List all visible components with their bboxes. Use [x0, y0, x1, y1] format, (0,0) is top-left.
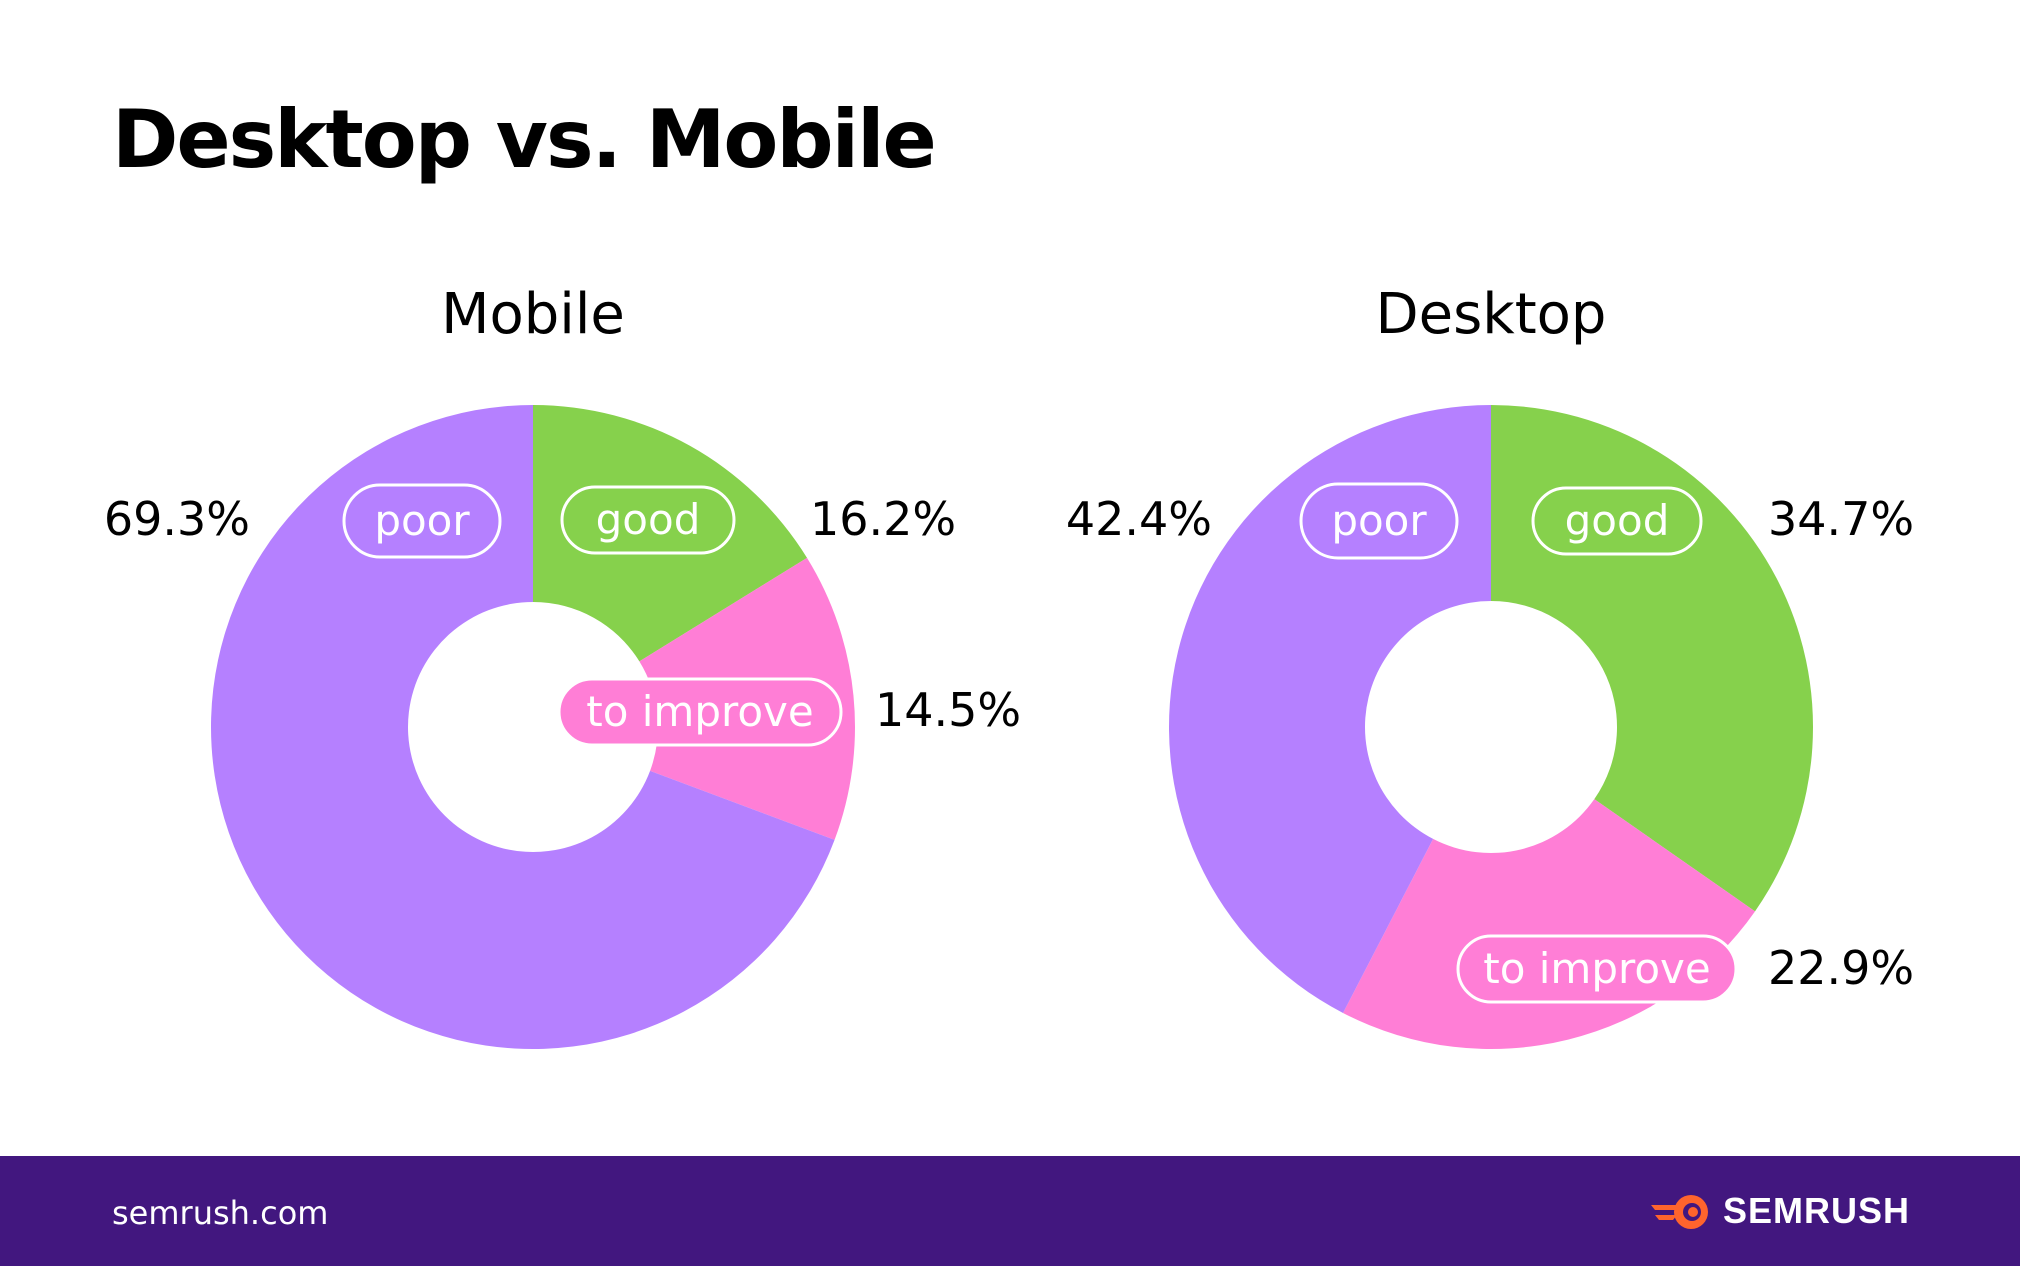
- footer-url[interactable]: semrush.com: [112, 1194, 329, 1232]
- mobile-value-label-poor: 69.3%: [104, 492, 250, 546]
- mobile-pill-bg-good: [560, 485, 736, 555]
- desktop-pill-bg-poor: [1299, 482, 1459, 560]
- mobile-chart-title: Mobile: [441, 282, 625, 347]
- mobile-pill-label-to-improve: to improve: [586, 687, 814, 736]
- footer: semrush.com SEMRUSH: [0, 1156, 2020, 1266]
- mobile-pill-bg-poor: [342, 483, 502, 559]
- desktop-pill-bg-good: [1531, 486, 1703, 556]
- desktop-pill-label-to-improve: to improve: [1483, 944, 1711, 993]
- desktop-slice-good: [1491, 405, 1813, 912]
- desktop-value-label-to-improve: 22.9%: [1768, 941, 1914, 995]
- mobile-value-label-good: 16.2%: [810, 492, 956, 546]
- mobile-slice-poor: [211, 405, 835, 1049]
- desktop-pill-label-poor: poor: [1331, 496, 1427, 545]
- semrush-logo[interactable]: SEMRUSH: [1649, 1186, 1910, 1236]
- mobile-donut-chart: Mobile good 16.2% to improve 14.5% poor 69.3%: [104, 282, 1021, 1049]
- page-title: Desktop vs. Mobile: [112, 93, 937, 186]
- desktop-chart-title: Desktop: [1376, 282, 1607, 347]
- mobile-value-label-to-improve: 14.5%: [875, 683, 1021, 737]
- mobile-pill-label-poor: poor: [374, 496, 470, 545]
- mobile-pill-to-improve: to improve: [557, 677, 843, 747]
- mobile-pill-good: good: [560, 485, 736, 555]
- desktop-value-label-poor: 42.4%: [1066, 492, 1212, 546]
- desktop-donut-chart: Desktop good 34.7% to improve 22.9% poor 42.4%: [1066, 282, 1914, 1049]
- desktop-value-label-good: 34.7%: [1768, 492, 1914, 546]
- desktop-pill-to-improve: to improve: [1456, 934, 1738, 1004]
- desktop-pill-poor: poor: [1299, 482, 1459, 560]
- mobile-pill-label-good: good: [596, 495, 701, 544]
- desktop-pill-label-good: good: [1565, 496, 1670, 545]
- desktop-pill-good: good: [1531, 486, 1703, 556]
- mobile-pill-poor: poor: [342, 483, 502, 559]
- mobile-pill-bg-to-improve: [557, 677, 843, 747]
- logo-text: SEMRUSH: [1722, 1190, 1910, 1231]
- semrush-flame-icon: [1650, 1195, 1708, 1229]
- desktop-pill-bg-to-improve: [1456, 934, 1738, 1004]
